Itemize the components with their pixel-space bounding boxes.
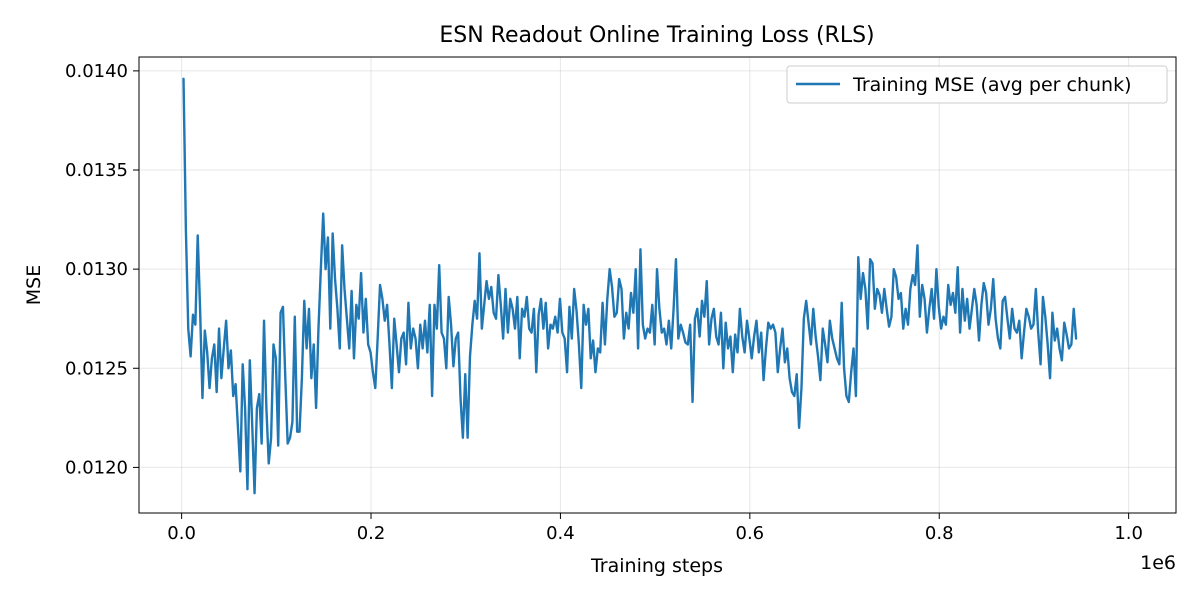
x-tick-label: 0.2 — [357, 523, 386, 544]
series-layer — [182, 77, 1078, 495]
y-tick-label: 0.0120 — [65, 457, 128, 478]
y-tick-label: 0.0140 — [65, 61, 128, 82]
y-tick-label: 0.0125 — [65, 358, 128, 379]
x-axis: 0.0 0.2 0.4 0.6 0.8 1.0 — [167, 513, 1143, 544]
chart-title: ESN Readout Online Training Loss (RLS) — [439, 23, 874, 48]
x-tick-label: 0.0 — [167, 523, 196, 544]
x-axis-offset-label: 1e6 — [1140, 552, 1176, 574]
legend-box — [786, 65, 1168, 104]
x-tick-label: 1.0 — [1114, 523, 1143, 544]
x-tick-label: 0.4 — [546, 523, 575, 544]
plot-frame — [138, 56, 1177, 514]
x-tick-label: 0.6 — [736, 523, 765, 544]
y-axis-label: MSE — [23, 265, 45, 305]
y-tick-label: 0.0135 — [65, 160, 128, 181]
x-tick-label: 0.8 — [925, 523, 954, 544]
y-axis: 0.0120 0.0125 0.0130 0.0135 0.0140 — [65, 61, 139, 478]
legend: Training MSE (avg per chunk) — [786, 65, 1168, 104]
series-line — [182, 77, 1078, 495]
x-axis-label: Training steps — [590, 555, 723, 577]
legend-label: Training MSE (avg per chunk) — [852, 74, 1132, 96]
y-tick-label: 0.0130 — [65, 259, 128, 280]
